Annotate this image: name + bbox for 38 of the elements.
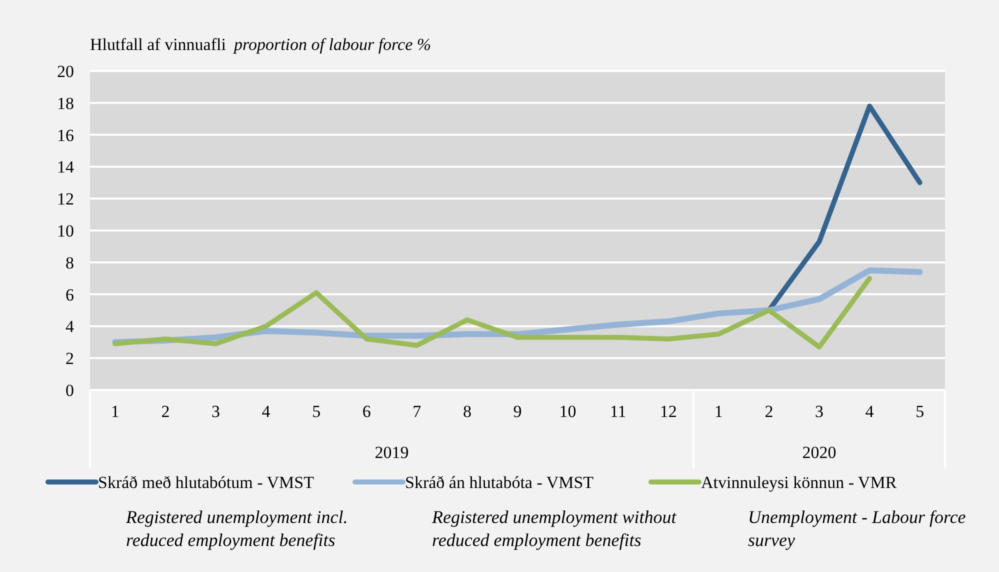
- text: Registered unemployment incl. reduced employment benefits: [125, 507, 348, 550]
- text: Unemployment - Labour force survey: [748, 507, 966, 550]
- x-tick-label: 5: [312, 402, 321, 421]
- x-tick-label: 5: [916, 402, 924, 421]
- x-tick-label: 6: [362, 402, 371, 421]
- x-tick-label: 11: [610, 402, 626, 421]
- x-tick-label: 4: [262, 402, 271, 421]
- y-tick-label: 2: [66, 349, 74, 368]
- y-tick-label: 14: [57, 158, 74, 177]
- chart-title: Hlutfall af vinnuafli: [90, 35, 226, 54]
- x-tick-label: 9: [513, 402, 522, 421]
- y-tick-label: 6: [66, 285, 74, 304]
- y-tick-label: 12: [57, 190, 74, 209]
- x-tick-label: 12: [660, 402, 677, 421]
- legend-label: Atvinnuleysi könnun - VMR: [701, 472, 898, 492]
- legend-label: Skráð án hlutabóta - VMST: [405, 472, 594, 492]
- legend-label: Skráð með hlutabótum - VMST: [98, 472, 315, 492]
- x-tick-label: 10: [559, 402, 576, 421]
- text: 2020: [802, 443, 836, 462]
- y-tick-label: 10: [57, 221, 74, 240]
- x-tick-label: 4: [865, 402, 874, 421]
- y-tick-label: 20: [57, 62, 74, 81]
- x-tick-label: 7: [412, 402, 422, 421]
- y-axis-title: proportion of labour force %: [232, 35, 432, 54]
- x-tick-label: 1: [714, 402, 723, 421]
- text: Registered unemployment without reduced employment benefits: [431, 507, 678, 550]
- x-tick-label: 2: [764, 402, 774, 421]
- x-tick-label: 1: [110, 402, 120, 421]
- y-tick-label: 16: [57, 126, 74, 145]
- y-tick-label: 0: [66, 380, 74, 400]
- y-tick-label: 4: [66, 317, 74, 336]
- text: 2019: [374, 443, 409, 462]
- y-tick-label: 8: [66, 253, 74, 272]
- x-tick-label: 3: [815, 402, 824, 421]
- x-tick-label: 2: [161, 402, 170, 421]
- x-tick-label: 8: [462, 402, 472, 421]
- y-tick-label: 18: [57, 94, 74, 113]
- x-tick-label: 3: [211, 402, 220, 421]
